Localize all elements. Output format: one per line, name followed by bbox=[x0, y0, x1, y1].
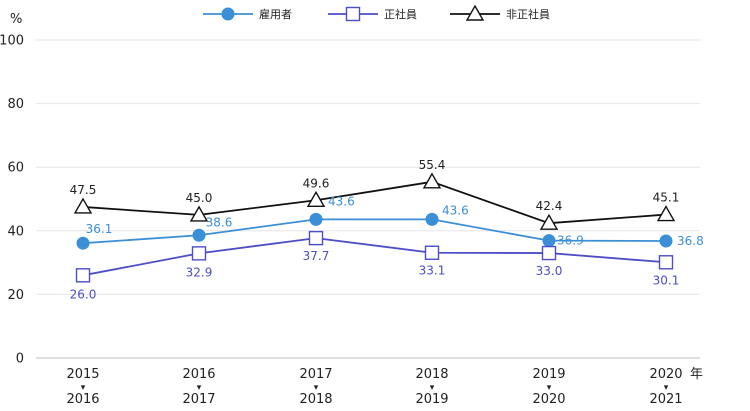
data-label: 33.1 bbox=[419, 264, 446, 278]
data-label: 49.6 bbox=[303, 176, 330, 190]
data-point-circle bbox=[659, 234, 673, 248]
data-point-circle bbox=[425, 212, 439, 226]
data-point-circle bbox=[192, 228, 206, 242]
data-point-circle bbox=[76, 236, 90, 250]
data-label: 36.8 bbox=[677, 234, 704, 248]
x-tick-label-bottom: 2021 bbox=[649, 392, 682, 407]
legend-marker-triangle bbox=[465, 4, 485, 21]
x-tick-label-bottom: 2019 bbox=[415, 392, 448, 407]
x-tick-arrow: ▾ bbox=[664, 383, 669, 393]
data-label: 45.0 bbox=[186, 191, 213, 205]
y-tick-label: 80 bbox=[7, 97, 24, 112]
series-lines bbox=[82, 180, 667, 277]
legend: 雇用者 正社員 非正社員 bbox=[203, 4, 550, 22]
x-tick-label-top: 2017 bbox=[299, 367, 332, 382]
data-point-square bbox=[424, 245, 440, 260]
data-point-triangle bbox=[539, 213, 559, 230]
data-point-triangle bbox=[306, 190, 326, 207]
x-tick-arrow: ▾ bbox=[81, 383, 86, 393]
data-labels: 36.1 38.6 43.6 43.6 36.9 36.8 26.0 32.9 37.7 33.1… bbox=[70, 158, 704, 301]
x-axis-year-suffix: 年 bbox=[690, 367, 703, 382]
data-point-square bbox=[191, 246, 207, 261]
series-markers bbox=[73, 172, 676, 283]
y-tick-label: 20 bbox=[7, 288, 24, 303]
data-label: 26.0 bbox=[70, 287, 97, 301]
data-point-triangle bbox=[189, 205, 209, 222]
data-point-square bbox=[658, 255, 674, 270]
data-label: 47.5 bbox=[70, 183, 97, 197]
data-label: 33.0 bbox=[536, 264, 563, 278]
series-line-circle bbox=[82, 218, 667, 245]
gridlines bbox=[36, 39, 700, 359]
data-point-square bbox=[75, 268, 91, 283]
data-point-square bbox=[308, 230, 324, 246]
x-axis-ticks: 2015▾20162016▾20172017▾20182018▾20192019… bbox=[66, 367, 682, 407]
x-tick-label-top: 2018 bbox=[415, 367, 448, 382]
legend-label: 正社員 bbox=[384, 7, 417, 21]
data-label: 42.4 bbox=[536, 199, 563, 213]
data-point-circle bbox=[309, 212, 323, 226]
x-tick-label-top: 2016 bbox=[182, 367, 215, 382]
x-tick-label-bottom: 2017 bbox=[182, 392, 215, 407]
data-label: 38.6 bbox=[206, 215, 233, 229]
legend-marker-circle bbox=[221, 7, 235, 21]
y-tick-label: 100 bbox=[0, 34, 24, 49]
series-line-triangle bbox=[82, 180, 667, 225]
x-tick-label-bottom: 2016 bbox=[66, 392, 99, 407]
x-tick-label-top: 2020 bbox=[649, 367, 682, 382]
series-line-square bbox=[82, 237, 667, 277]
data-label: 37.7 bbox=[303, 249, 330, 263]
data-label: 30.1 bbox=[653, 273, 680, 287]
x-tick-arrow: ▾ bbox=[547, 383, 552, 393]
legend-label: 非正社員 bbox=[506, 7, 550, 21]
data-point-circle bbox=[542, 234, 556, 248]
data-label: 36.1 bbox=[86, 222, 113, 236]
data-point-triangle bbox=[422, 172, 442, 189]
legend-marker-square bbox=[345, 6, 361, 22]
data-label: 55.4 bbox=[419, 158, 446, 172]
x-tick-label-bottom: 2020 bbox=[532, 392, 565, 407]
y-tick-label: 0 bbox=[16, 352, 24, 367]
y-axis-ticks: 0 20 40 60 80 100 bbox=[0, 34, 24, 367]
x-tick-label-top: 2019 bbox=[532, 367, 565, 382]
legend-label: 雇用者 bbox=[259, 7, 292, 21]
data-point-square bbox=[541, 245, 557, 261]
data-point-triangle bbox=[73, 197, 93, 214]
data-label: 43.6 bbox=[442, 203, 469, 217]
y-tick-label: 60 bbox=[7, 161, 24, 176]
y-tick-label: 40 bbox=[7, 224, 24, 239]
data-label: 45.1 bbox=[653, 191, 680, 205]
x-tick-arrow: ▾ bbox=[197, 383, 202, 393]
y-axis-unit: % bbox=[10, 12, 22, 27]
data-point-triangle bbox=[656, 205, 676, 222]
x-tick-arrow: ▾ bbox=[314, 383, 319, 393]
data-label: 36.9 bbox=[557, 234, 584, 248]
x-tick-label-bottom: 2018 bbox=[299, 392, 332, 407]
data-label: 43.6 bbox=[328, 194, 355, 208]
data-label: 32.9 bbox=[186, 265, 213, 279]
x-tick-label-top: 2015 bbox=[66, 367, 99, 382]
x-tick-arrow: ▾ bbox=[430, 383, 435, 393]
